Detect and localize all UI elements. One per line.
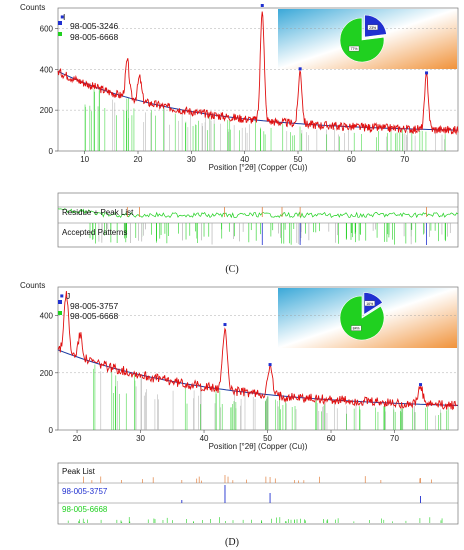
panel-c: Counts 10 20 30 40 50 60 70 0 200 400 600 Positio…	[20, 3, 459, 275]
d-x-ticks: 20 30 40 50 60 70	[73, 430, 400, 443]
c-subpanel-label-2: Accepted Patterns	[62, 228, 127, 237]
d-peak-marker	[419, 383, 423, 387]
c-xtick-label: 60	[347, 155, 356, 164]
d-legend-swatch-2	[58, 311, 62, 315]
d-pie-label-box	[364, 300, 375, 307]
d-xtick-label: 30	[136, 434, 145, 443]
c-xtick-label: 50	[294, 155, 303, 164]
c-plot-frame	[57, 7, 459, 152]
d-panel-letter: J	[66, 291, 70, 301]
d-ytick-label: 0	[49, 426, 54, 435]
c-xtick-label: 70	[400, 155, 409, 164]
c-x-ticks: 10 20 30 40 50 60 70	[80, 151, 410, 164]
d-gridlines	[58, 315, 458, 373]
c-peak-marker	[425, 71, 429, 75]
c-xtick-label: 20	[134, 155, 143, 164]
d-xtick-label: 70	[390, 434, 399, 443]
c-y-ticks: 0 200 400 600	[40, 24, 58, 156]
d-xaxis-label: Position [°2θ] (Copper (Cu))	[209, 442, 308, 451]
d-pie-label-box	[351, 325, 362, 331]
c-legend-label-1: 98-005-3246	[70, 21, 118, 31]
c-yaxis-title: Counts	[20, 3, 45, 12]
c-pie-label-box	[348, 45, 360, 52]
d-subpanel-label-3: 98-005-6668	[62, 505, 108, 514]
d-measured-pattern	[57, 290, 458, 411]
c-peak-markers	[60, 4, 429, 75]
c-subpanel-label-1: Residue + Peak List	[62, 208, 134, 217]
c-peak-marker	[298, 67, 302, 71]
d-subpanel-label-2: 98-005-3757	[62, 487, 108, 496]
d-legend-label-2: 98-005-6668	[70, 311, 118, 321]
d-yaxis-title: Counts	[20, 281, 45, 290]
c-background-curve	[57, 70, 458, 131]
c-legend-label-2: 98-005-6668	[70, 32, 118, 42]
c-phase-pie: 23% 77%	[339, 14, 387, 63]
c-xtick-label: 30	[187, 155, 196, 164]
c-legend-swatch-2	[58, 32, 62, 36]
d-phase-pie: 16% 84%	[339, 292, 385, 341]
d-peak-marker	[60, 294, 64, 298]
d-plot-frame	[57, 286, 459, 431]
c-ytick-label: 200	[40, 106, 54, 115]
d-pie-slice	[339, 295, 385, 341]
d-background-curve	[57, 349, 459, 406]
d-caption: (D)	[225, 537, 239, 548]
d-xtick-label: 50	[263, 434, 272, 443]
d-xtick-label: 40	[200, 434, 209, 443]
c-legend-swatch-1	[58, 21, 62, 25]
c-subpanel-content	[57, 206, 459, 245]
c-residue	[57, 208, 459, 219]
d-ytick-label: 400	[40, 312, 54, 321]
d-subpanel-frame	[57, 462, 459, 525]
d-xtick-label: 60	[327, 434, 336, 443]
d-peak-markers	[60, 294, 423, 387]
d-subpanel-label-1: Peak List	[62, 467, 96, 476]
c-pie-label: 23%	[369, 26, 376, 30]
d-legend-swatch-1	[58, 300, 62, 304]
c-subpanel-frame	[57, 192, 459, 248]
d-xtick-label: 20	[73, 434, 82, 443]
c-pie-label-box	[367, 24, 378, 31]
d-legend-label-1: 98-005-3757	[70, 301, 118, 311]
d-peak-marker	[223, 323, 227, 327]
d-pie-label: 84%	[353, 327, 360, 331]
d-y-ticks: 0 200 400	[40, 312, 58, 435]
c-caption: (C)	[225, 264, 238, 275]
c-xtick-label: 10	[80, 155, 89, 164]
d-ytick-label: 200	[40, 369, 54, 378]
c-measured-pattern	[57, 11, 459, 136]
c-ytick-label: 400	[40, 65, 54, 74]
c-panel-letter: I	[63, 12, 65, 22]
c-pie-label: 77%	[350, 47, 357, 51]
panel-d: Counts 20 30 40 50 60 70 0 200 400 Position [°2…	[20, 281, 459, 548]
c-peak-marker	[260, 4, 264, 7]
d-peak-marker	[268, 363, 272, 367]
c-ytick-label: 600	[40, 24, 54, 33]
c-peak-marker	[60, 15, 64, 19]
d-subpanel-content	[58, 475, 458, 523]
d-reference-bars	[93, 364, 449, 430]
c-xtick-label: 40	[240, 155, 249, 164]
c-xaxis-label: Position [°2θ] (Copper (Cu))	[209, 163, 308, 172]
c-reference-bars	[84, 88, 446, 151]
c-ytick-label: 0	[49, 147, 54, 156]
d-pie-label: 16%	[366, 302, 373, 306]
